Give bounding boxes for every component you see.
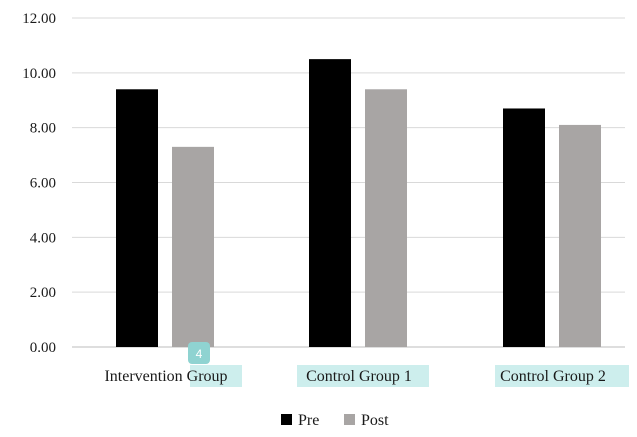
category-label: Control Group 1 (306, 368, 412, 385)
bars (116, 59, 601, 348)
annotation-badge-box (188, 342, 210, 364)
y-axis-ticks: 0.00 2.00 4.00 6.00 8.00 10.00 12.00 (22, 11, 56, 356)
label-highlights (190, 365, 629, 387)
legend-swatch-post (344, 414, 355, 425)
y-tick-label: 0.00 (30, 340, 56, 356)
legend-swatch-pre (281, 414, 292, 425)
category-label: Control Group 2 (500, 368, 606, 385)
bar-post-intervention-group (172, 146, 214, 347)
label-highlight (297, 365, 429, 387)
bar-pre-intervention-group (116, 89, 158, 348)
annotation-badge: 4 (188, 342, 210, 364)
y-tick-label: 4.00 (30, 230, 56, 246)
bar-post-control-group-2 (559, 124, 601, 347)
y-tick-label: 6.00 (30, 176, 56, 192)
y-tick-label: 10.00 (22, 66, 56, 82)
legend-label-pre: Pre (298, 412, 319, 429)
bar-pre-control-group-2 (503, 108, 545, 347)
category-label: Intervention Group (104, 368, 227, 385)
y-tick-label: 8.00 (30, 121, 56, 137)
annotation-badge-text: 4 (196, 347, 203, 361)
x-axis-categories: Intervention Group Control Group 1 Control… (104, 368, 605, 385)
bar-pre-control-group-1 (309, 59, 351, 347)
legend-label-post: Post (361, 412, 389, 429)
legend: Pre Post (281, 412, 389, 429)
label-highlight (495, 365, 629, 387)
bar-post-control-group-1 (365, 89, 407, 348)
label-highlight (190, 365, 242, 387)
y-tick-label: 2.00 (30, 285, 56, 301)
y-tick-label: 12.00 (22, 11, 56, 27)
